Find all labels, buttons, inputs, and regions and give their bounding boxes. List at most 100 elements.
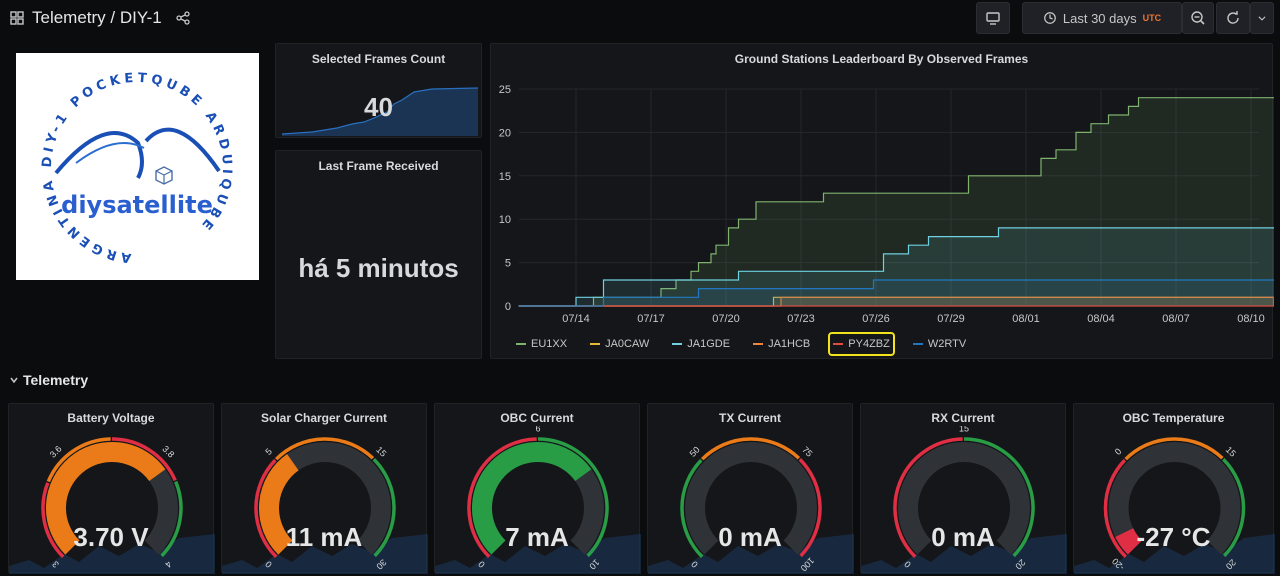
zoom-out-button[interactable] [1182,2,1214,34]
series-area-ja0caw [518,297,1274,306]
last-frame-title: Last Frame Received [318,159,439,173]
legend-item-ja1gde[interactable]: JA1GDE [667,332,735,356]
gauge-threshold-band [700,437,801,461]
legend-item-eu1xx[interactable]: EU1XX [511,332,572,356]
legend-label: W2RTV [927,338,967,350]
time-range-picker[interactable]: Last 30 days UTC [1022,2,1182,34]
leaderboard-title: Ground Stations Leaderboard By Observed … [734,52,1029,66]
dashboard-title[interactable]: Telemetry / DIY-1 [32,8,162,27]
gauge-value: 11 mA [285,522,363,552]
gauge-threshold-band [274,437,375,461]
legend-swatch [912,343,923,345]
dashboard-title-area: Telemetry / DIY-1 [10,6,190,30]
last-frame-panel[interactable]: Last Frame Received há 5 minutos [275,150,482,359]
series-area-w2rtv [518,280,1274,306]
x-tick-label: 08/01 [1012,313,1040,325]
refresh-button[interactable] [1216,2,1250,34]
x-tick-label: 07/23 [787,313,815,325]
gauge-threshold-band [111,437,177,482]
top-bar: Telemetry / DIY-1 Last 30 days UTC [0,0,1280,38]
timezone-badge: UTC [1142,13,1162,23]
gauge-max-label: 4 [163,559,174,570]
gauge-rx-current: 0 20 15 [861,426,1067,574]
legend-label: EU1XX [531,338,568,350]
gauge-sparkline [222,534,428,574]
gauge-panel-obc-temperature[interactable]: OBC Temperature -20 20 0 15 -27 °C [1073,403,1275,574]
gauge-min-label: 0 [476,559,487,570]
gauge-threshold-band [963,437,1035,558]
gauge-tick-label: 15 [1224,445,1238,459]
chart-legend: EU1XX JA0CAW JA1GDE JA1HCB PY4ZBZ W2RTV [511,332,971,356]
legend-swatch [833,343,844,345]
x-tick-label: 07/26 [862,313,890,325]
legend-swatch [516,343,526,345]
gauge-max-label: 30 [374,557,388,571]
gauge-value: 7 mA [505,522,569,552]
chevron-down-icon [1258,16,1266,21]
x-tick-label: 07/29 [937,313,965,325]
gauge-max-label: 20 [1013,557,1027,571]
clock-icon [1044,12,1056,24]
gauge-sparkline [9,534,215,574]
gauge-threshold-band [1124,437,1224,461]
gauge-tick-label: 15 [374,445,388,459]
section-label: Telemetry [23,372,89,388]
gauge-tick-label: 3.6 [48,444,64,460]
tv-mode-button[interactable] [976,2,1010,34]
share-icon[interactable] [176,11,190,25]
gauge-threshold-band [680,458,704,559]
gauge-fill [471,442,592,555]
x-tick-label: 08/04 [1087,313,1115,325]
gauge-title: RX Current [931,411,995,425]
time-range-label: Last 30 days [1062,10,1137,26]
gauge-threshold-band [1103,458,1127,559]
legend-label: JA0CAW [605,338,650,350]
legend-swatch [672,343,683,345]
gauge-threshold-band [372,457,396,558]
gauge-panel-battery-voltage[interactable]: Battery Voltage 3 4 3.6 3.8 3.70 V [8,403,215,574]
last-frame-value: há 5 minutos [298,253,459,283]
gauge-panel-rx-current[interactable]: RX Current 0 20 15 0 mA [860,403,1067,574]
legend-item-ja0caw[interactable]: JA0CAW [585,332,654,356]
y-tick-label: 20 [499,127,511,139]
gauge-sparkline [648,534,854,574]
gauge-panel-solar-charger-current[interactable]: Solar Charger Current 0 30 5 15 11 mA [221,403,428,574]
gauge-fill [1115,527,1143,555]
refresh-icon [1227,11,1239,24]
gauge-threshold-band [160,480,183,558]
gauge-threshold-band [798,457,822,558]
dashboard-grid-icon[interactable] [10,11,24,25]
legend-item-w2rtv[interactable]: W2RTV [908,332,971,356]
legend-label: PY4ZBZ [848,338,890,350]
x-tick-label: 07/17 [637,313,665,325]
gauge-panel-tx-current[interactable]: TX Current 0 100 50 75 0 mA [647,403,854,574]
gauge-track [898,442,1030,555]
telemetry-section-header[interactable]: Telemetry [10,372,88,388]
gauge-obc-current: 0 10 6 [435,426,641,574]
gauge-value: 3.70 V [73,522,149,552]
gauge-panel-obc-current[interactable]: OBC Current 0 10 6 7 mA [434,403,641,574]
gauge-max-label: 10 [587,557,601,571]
gauge-threshold-band [893,437,963,559]
legend-item-ja1hcb[interactable]: JA1HCB [748,332,815,356]
gauge-value: 0 mA [718,522,782,552]
series-line-w2rtv [518,279,1274,307]
gauge-tick-label: 75 [800,445,814,459]
y-tick-label: 5 [505,258,511,270]
legend-item-py4zbz[interactable]: PY4ZBZ [828,332,895,356]
gauge-threshold-band [1222,457,1246,558]
refresh-interval-dropdown[interactable] [1250,2,1274,34]
legend-label: JA1GDE [687,338,731,350]
series-area-ja1hcb [518,297,1274,306]
zoom-out-icon [1191,11,1205,25]
gauge-tick-label: 15 [959,426,969,433]
gauge-sparkline [1074,534,1275,574]
diysatellite-logo: ARGENTINA DIY-1 POCKETQUBE ARDUIQUBE diy… [40,71,231,265]
y-tick-label: 0 [505,301,511,313]
series-area-eu1xx [518,97,1274,306]
selected-frames-panel[interactable]: Selected Frames Count 40 [275,43,482,138]
gauge-min-label: 0 [689,559,700,570]
gauge-threshold-band [254,458,278,559]
leaderboard-panel[interactable]: Ground Stations Leaderboard By Observed … [490,43,1274,359]
